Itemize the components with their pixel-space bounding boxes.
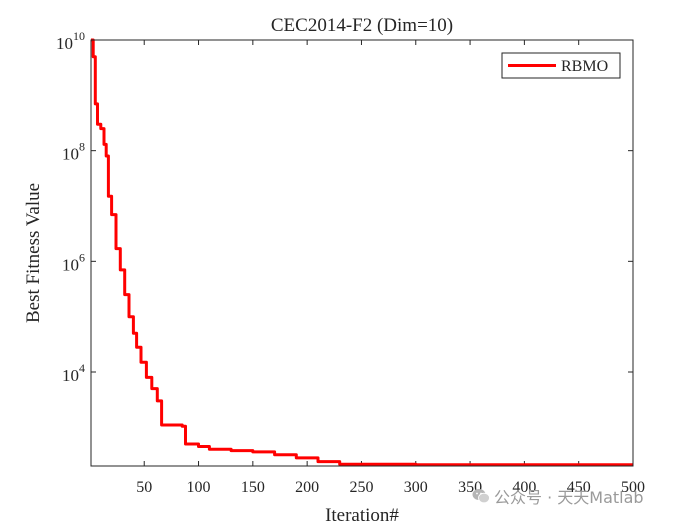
x-tick-label: 450 [567,479,591,496]
watermark-text: 公众号 · 天天Matlab [494,488,644,507]
x-tick-label: 400 [512,479,536,496]
y-tick-label: 106 [62,250,85,274]
plot-frame [90,39,634,467]
chart-title: CEC2014-F2 (Dim=10) [271,15,453,36]
x-tick-label: 50 [136,479,152,496]
x-axis-label: Iteration# [325,505,399,525]
y-tick-label: 108 [62,140,85,164]
watermark: 公众号 · 天天Matlab [472,486,644,507]
y-axis-label: Best Fitness Value [23,183,44,323]
series-line-rbmo [91,38,633,467]
x-tick-label: 150 [241,479,265,496]
x-tick-label: 200 [295,479,319,496]
x-tick-label: 100 [187,479,211,496]
x-tick-label: 250 [349,479,373,496]
legend-label-rbmo: RBMO [561,58,608,75]
plot-background [91,40,633,466]
y-tick-label: 104 [62,361,85,385]
x-tick-label: 500 [621,479,645,496]
wechat-icon [472,489,490,504]
y-tick-label: 1010 [56,29,85,53]
legend: RBMO [501,52,621,79]
x-tick-label: 300 [404,479,428,496]
